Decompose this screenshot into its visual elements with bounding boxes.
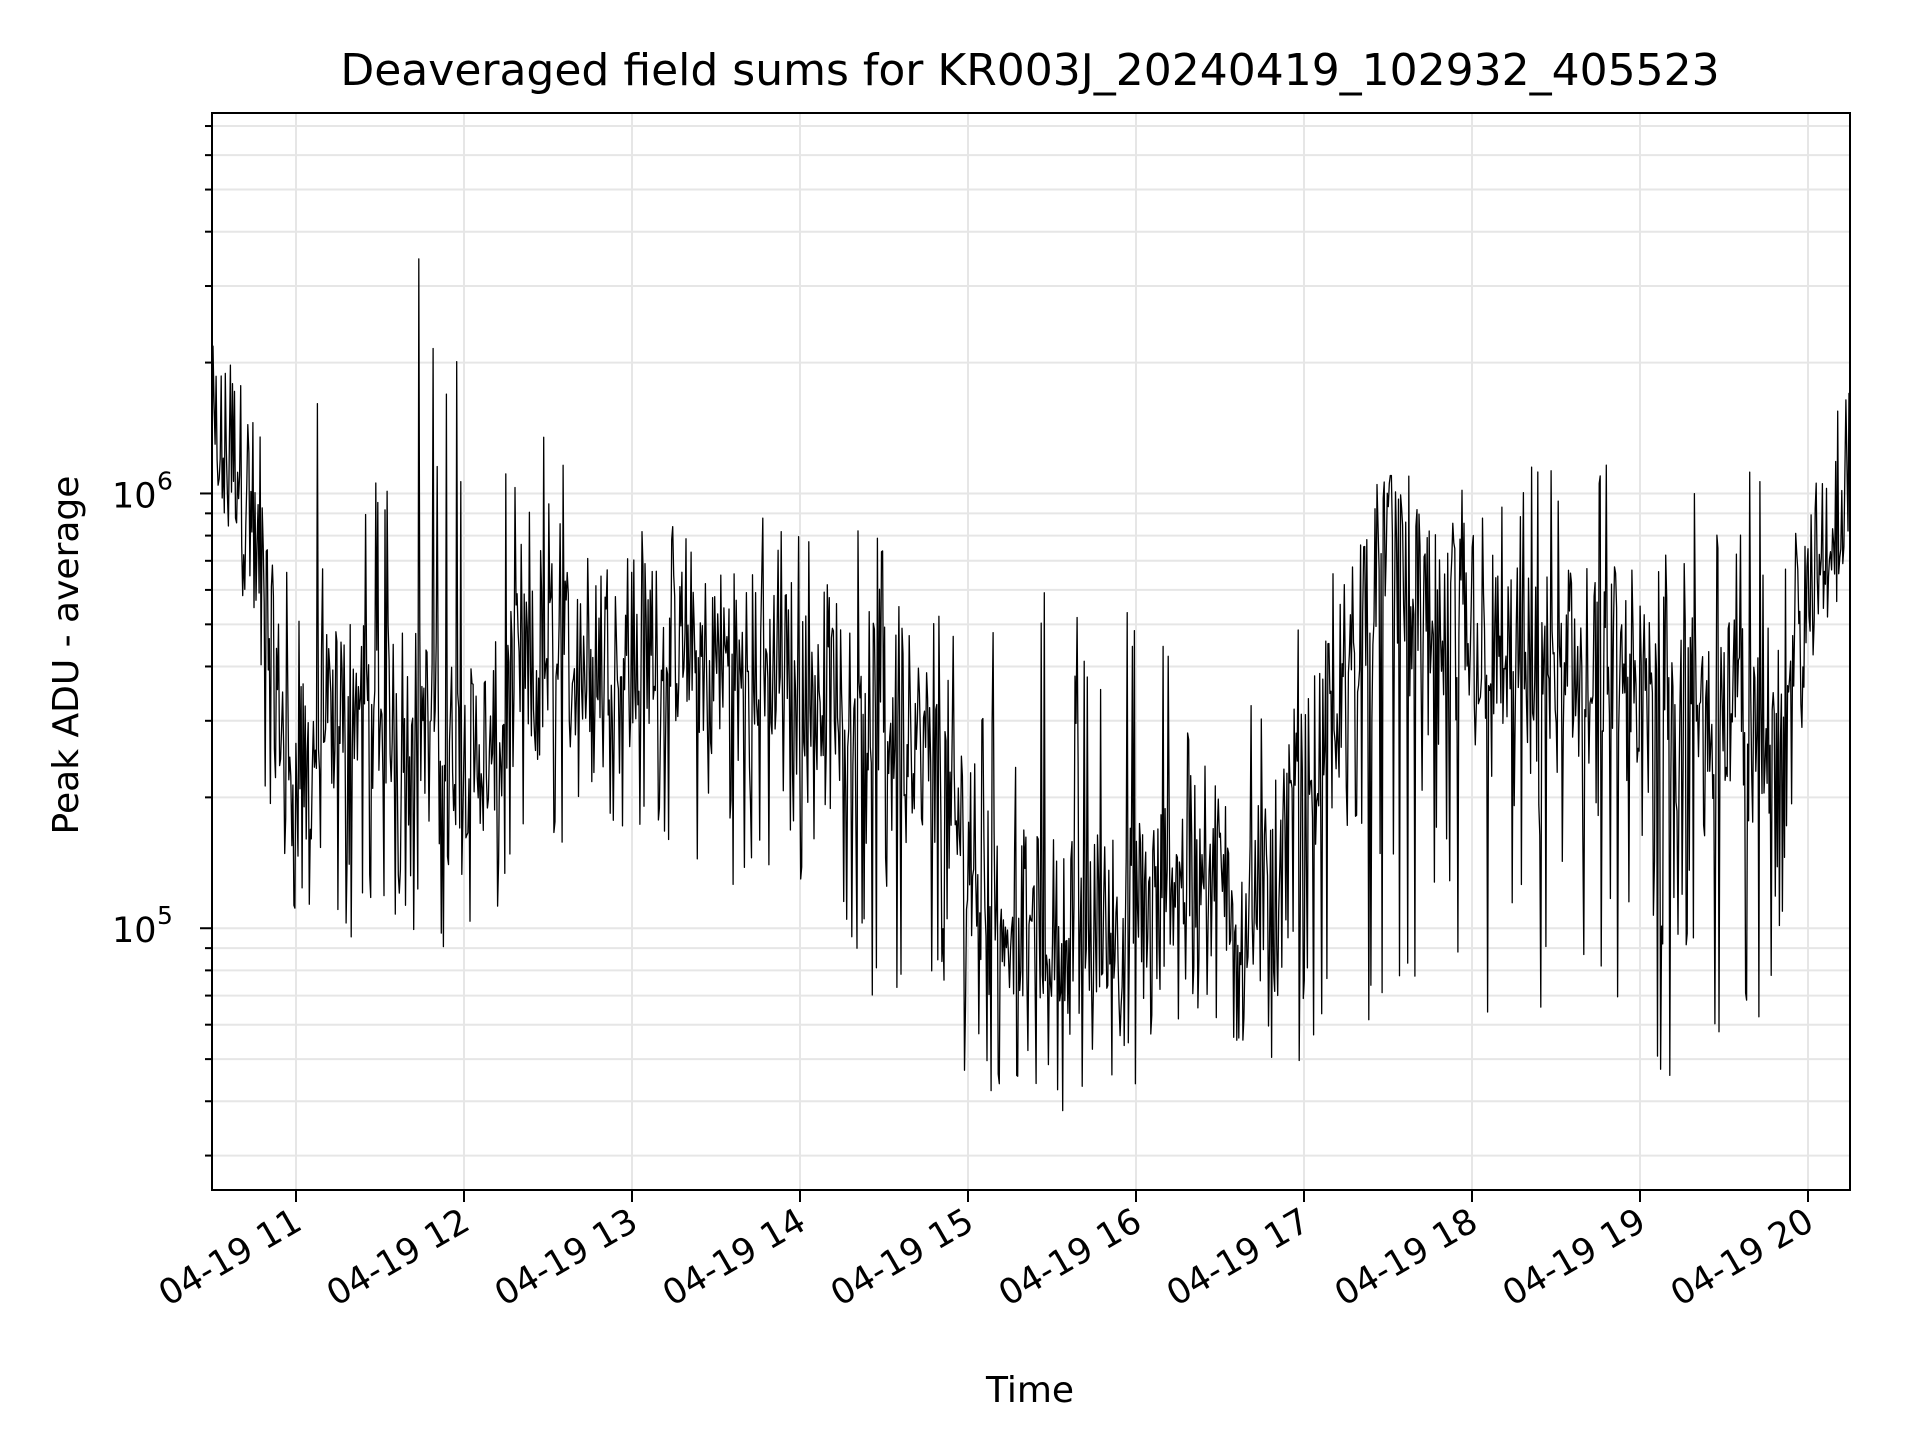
plot-frame bbox=[211, 112, 1851, 1191]
y-tick-label: 10 5 bbox=[112, 901, 173, 951]
chart-title: Deaveraged field sums for KR003J_2024041… bbox=[340, 45, 1719, 96]
y-tick-label-exponent: 5 bbox=[157, 901, 173, 930]
y-tick-label-base: 10 bbox=[112, 476, 157, 516]
y-tick-label: 10 6 bbox=[112, 466, 173, 516]
y-axis-title: Peak ADU - average bbox=[46, 476, 87, 835]
x-axis-title: Time bbox=[985, 1370, 1074, 1411]
y-tick-label-exponent: 6 bbox=[157, 466, 173, 495]
y-tick-label-base: 10 bbox=[112, 911, 157, 951]
series-line bbox=[211, 258, 1851, 1112]
series-layer bbox=[211, 258, 1851, 1112]
